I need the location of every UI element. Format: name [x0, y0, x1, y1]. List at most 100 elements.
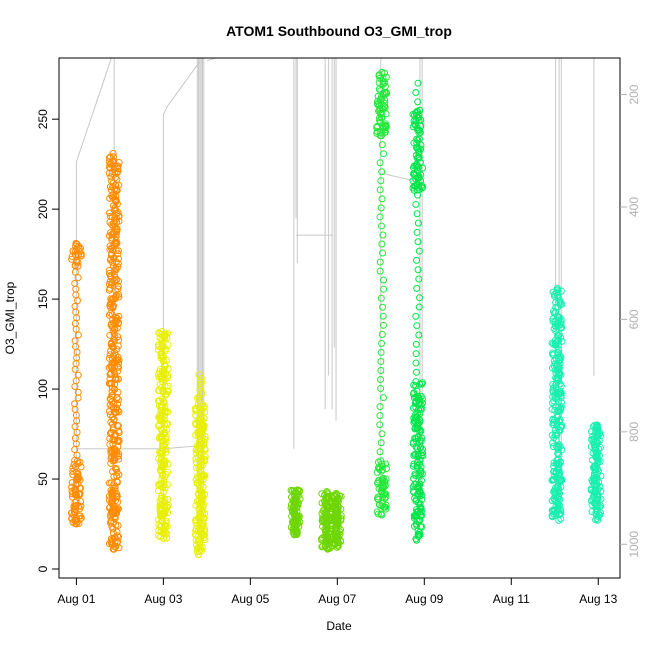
series-3	[373, 68, 391, 519]
data-point	[593, 422, 601, 430]
data-point	[378, 222, 386, 230]
data-point	[379, 231, 387, 239]
data-point	[318, 499, 326, 507]
data-point	[375, 79, 383, 87]
data-point	[198, 518, 206, 526]
data-point	[379, 249, 387, 257]
data-point	[192, 405, 200, 413]
data-point	[158, 372, 166, 380]
data-point	[378, 339, 386, 347]
data-point	[107, 428, 115, 436]
data-point	[75, 242, 83, 250]
data-point	[200, 531, 208, 539]
data-point	[105, 311, 113, 319]
data-point	[554, 288, 562, 296]
data-point	[373, 123, 381, 131]
data-point	[157, 457, 165, 465]
data-point	[378, 240, 386, 248]
data-point	[76, 458, 84, 466]
data-point	[332, 534, 340, 542]
data-point	[555, 330, 563, 338]
data-point	[69, 464, 77, 472]
data-point	[413, 139, 421, 147]
data-point	[192, 446, 200, 454]
data-point	[556, 427, 564, 435]
data-point	[596, 503, 604, 511]
data-point	[111, 430, 119, 438]
data-point	[379, 474, 387, 482]
series-4	[409, 79, 427, 544]
data-point	[71, 337, 79, 345]
data-point	[410, 522, 418, 530]
data-point	[417, 463, 425, 471]
data-point	[113, 239, 121, 247]
data-point	[327, 513, 335, 521]
data-point	[416, 428, 424, 436]
data-point	[417, 171, 425, 179]
data-point	[410, 170, 418, 178]
data-point	[413, 143, 421, 151]
data-point	[410, 460, 418, 468]
data-point	[411, 451, 419, 459]
data-point	[556, 496, 564, 504]
data-point	[336, 530, 344, 538]
data-point	[114, 209, 122, 217]
y2-tick-label: 800	[627, 422, 641, 442]
data-point	[198, 509, 206, 517]
data-point	[192, 476, 200, 484]
data-point	[114, 422, 122, 430]
data-point	[155, 402, 163, 410]
data-point	[412, 359, 420, 367]
data-point	[68, 255, 76, 263]
data-point	[193, 464, 201, 472]
data-point	[418, 380, 426, 388]
data-point	[106, 183, 114, 191]
data-point	[74, 258, 82, 266]
data-point	[413, 284, 421, 292]
data-point	[192, 531, 200, 539]
y2-tick-label: 1000	[627, 531, 641, 558]
data-point	[376, 258, 384, 266]
data-point	[412, 382, 420, 390]
data-point	[413, 445, 421, 453]
data-point	[69, 467, 77, 475]
data-point	[192, 527, 200, 535]
data-point	[163, 481, 171, 489]
data-point	[554, 291, 562, 299]
data-point	[378, 168, 386, 176]
data-point	[75, 519, 83, 527]
data-point	[115, 291, 123, 299]
data-point	[379, 105, 387, 113]
data-point	[296, 487, 304, 495]
data-point	[417, 116, 425, 124]
data-point	[106, 435, 114, 443]
data-point	[593, 481, 601, 489]
data-point	[378, 129, 386, 137]
data-point	[114, 505, 122, 513]
data-point	[374, 464, 382, 472]
data-point	[592, 516, 600, 524]
data-point	[378, 141, 386, 149]
data-point	[115, 533, 123, 541]
data-point	[115, 429, 123, 437]
data-point	[589, 493, 597, 501]
data-point	[164, 365, 172, 373]
data-point	[201, 536, 209, 544]
data-point	[412, 160, 420, 168]
data-point	[192, 421, 200, 429]
data-point	[109, 468, 117, 476]
data-point	[107, 321, 115, 329]
data-point	[113, 437, 121, 445]
y-tick-label: 150	[36, 289, 50, 309]
data-point	[158, 437, 166, 445]
data-point	[413, 210, 421, 218]
data-point	[334, 498, 342, 506]
data-point	[106, 164, 114, 172]
data-point	[412, 350, 420, 358]
data-point	[414, 424, 422, 432]
data-point	[106, 375, 114, 383]
data-point	[376, 159, 384, 167]
data-point	[111, 487, 119, 495]
data-point	[379, 321, 387, 329]
data-point	[409, 404, 417, 412]
